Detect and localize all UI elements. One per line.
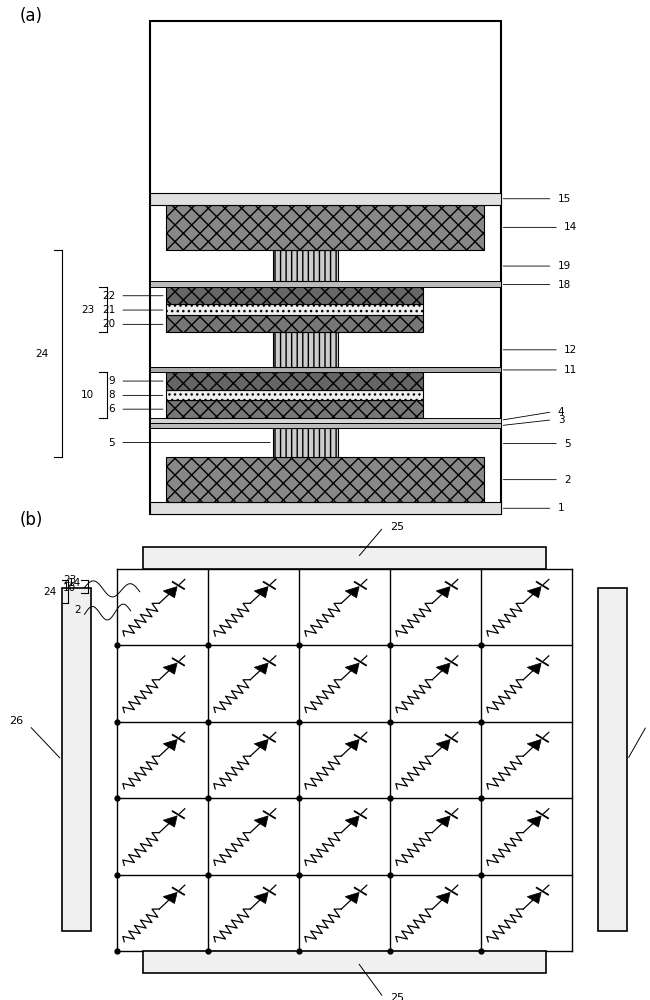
Text: 25: 25 — [390, 993, 404, 1000]
Bar — [166, 372, 422, 390]
Polygon shape — [345, 739, 359, 751]
Polygon shape — [163, 892, 177, 904]
Bar — [273, 332, 338, 367]
Text: 10: 10 — [81, 390, 94, 400]
Bar — [166, 304, 422, 315]
Text: 11: 11 — [564, 365, 577, 375]
Text: 19: 19 — [558, 261, 571, 271]
Bar — [62, 588, 91, 931]
Polygon shape — [345, 587, 359, 598]
Polygon shape — [527, 739, 541, 751]
Bar — [166, 390, 422, 400]
Polygon shape — [527, 663, 541, 674]
Text: 5: 5 — [109, 438, 115, 448]
Polygon shape — [345, 816, 359, 827]
Bar — [273, 250, 338, 281]
Bar — [150, 367, 500, 372]
Bar — [598, 588, 627, 931]
Bar — [143, 547, 546, 569]
Bar — [166, 287, 422, 304]
Polygon shape — [436, 587, 450, 598]
Polygon shape — [527, 816, 541, 827]
Polygon shape — [254, 892, 268, 904]
Text: 22: 22 — [102, 291, 115, 301]
Polygon shape — [436, 663, 450, 674]
Text: 5: 5 — [564, 439, 571, 449]
Text: 20: 20 — [102, 319, 115, 329]
Text: 2: 2 — [75, 605, 81, 615]
Text: (a): (a) — [20, 7, 42, 25]
Bar — [150, 502, 500, 514]
Text: 9: 9 — [109, 376, 115, 386]
Polygon shape — [345, 663, 359, 674]
Text: (b): (b) — [20, 511, 43, 529]
Text: 24: 24 — [44, 587, 57, 597]
Text: 2: 2 — [564, 475, 571, 485]
Polygon shape — [163, 663, 177, 674]
Bar — [273, 428, 338, 457]
Polygon shape — [436, 816, 450, 827]
Text: 1: 1 — [558, 503, 564, 513]
Text: 26: 26 — [8, 716, 23, 726]
Polygon shape — [436, 892, 450, 904]
Polygon shape — [527, 892, 541, 904]
Text: 4: 4 — [558, 407, 564, 417]
Text: 18: 18 — [558, 280, 571, 290]
Polygon shape — [345, 892, 359, 904]
Text: 8: 8 — [109, 390, 115, 400]
Text: 24: 24 — [36, 349, 49, 359]
Bar — [166, 400, 422, 418]
Bar — [166, 315, 422, 332]
Bar — [150, 281, 500, 287]
Text: 14: 14 — [68, 578, 81, 588]
Polygon shape — [254, 663, 268, 674]
Bar — [143, 951, 546, 973]
Bar — [150, 21, 500, 514]
Polygon shape — [527, 587, 541, 598]
Bar — [166, 205, 484, 250]
Polygon shape — [254, 739, 268, 751]
Text: 14: 14 — [564, 222, 577, 232]
Text: 25: 25 — [390, 522, 404, 532]
Bar — [150, 423, 500, 428]
Polygon shape — [163, 816, 177, 827]
Polygon shape — [254, 816, 268, 827]
Text: 21: 21 — [102, 305, 115, 315]
Polygon shape — [254, 587, 268, 598]
Polygon shape — [436, 739, 450, 751]
Text: 15: 15 — [558, 194, 571, 204]
Text: 23: 23 — [81, 305, 94, 315]
Text: 10: 10 — [63, 583, 76, 593]
Bar — [150, 418, 500, 423]
Polygon shape — [163, 739, 177, 751]
Text: 12: 12 — [564, 345, 577, 355]
Text: 23: 23 — [63, 575, 76, 585]
Text: 6: 6 — [109, 404, 115, 414]
Text: 3: 3 — [558, 415, 564, 425]
Polygon shape — [163, 587, 177, 598]
Bar — [166, 457, 484, 502]
Bar — [150, 193, 500, 205]
